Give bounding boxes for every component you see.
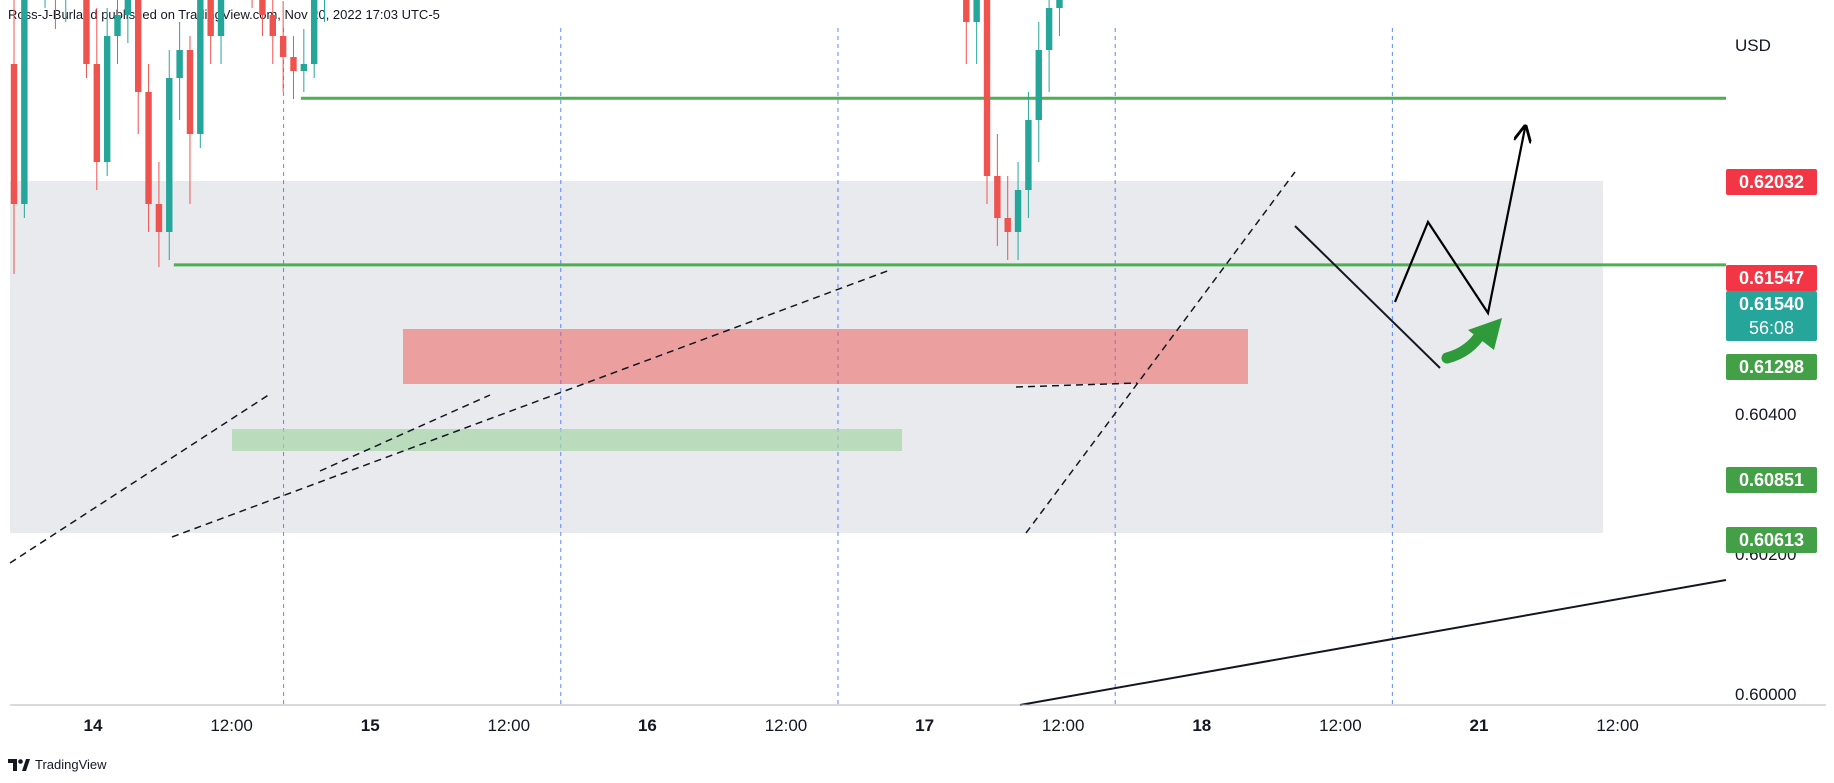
candle-body-13 [145,92,152,204]
candle-body-19 [207,0,214,36]
candle-body-1 [21,0,28,204]
x-tick-label-5: 12:00 [765,716,808,735]
candle-body-24 [259,0,266,15]
candle-body-10 [114,15,121,36]
x-tick-label-11: 12:00 [1596,716,1639,735]
y-axis-ticks: 0.600000.602000.604000.610000.612000.618… [1735,0,1796,704]
demand-zone [232,429,902,451]
candle-body-15 [166,78,173,232]
dashed-trendline-1 [171,269,891,538]
x-axis-ticks: 14 12:00 15 12:00 16 12:00 17 12:00 18 12:00 21 12:… [84,716,1639,735]
x-tick-label-10: 21 [1470,716,1489,735]
dashed-trendline-4 [1015,382,1138,388]
candle-body-14 [155,204,163,232]
candle-body-29 [310,0,318,64]
current-price-tag: 0.61540 56:08 [1726,291,1817,341]
price-tag-1: 0.61547 [1726,265,1817,291]
candle-body-16 [176,50,183,78]
dashed-trendline-3 [1025,171,1296,534]
price-tag-2: 0.61298 [1726,354,1817,380]
x-tick-label-2: 15 [361,716,380,735]
candle-body-94 [983,0,991,176]
bar-countdown: 56:08 [1748,318,1795,338]
candle-body-101 [1056,0,1063,8]
current-price: 0.61540 [1738,294,1805,314]
tradingview-logo-icon [8,758,30,772]
candle-body-7 [83,0,90,64]
price-tag-0: 0.62032 [1726,169,1817,195]
candle-body-96 [1004,218,1011,232]
candle-body-18 [197,0,204,134]
y-tick-label-0: 0.60000 [1735,685,1796,704]
candle-body-28 [300,64,308,71]
projection-line [1393,128,1525,316]
candle-body-9 [103,36,111,162]
candle-body-25 [269,15,276,36]
dashed-trendline-0 [9,393,271,564]
tradingview-brand: TradingView [8,757,107,772]
x-tick-label-3: 12:00 [488,716,531,735]
candle-body-98 [1025,120,1032,190]
x-tick-label-1: 12:00 [210,716,253,735]
trendline-0 [1294,225,1441,369]
candle-body-95 [994,176,1001,218]
x-tick-label-8: 18 [1192,716,1211,735]
x-tick-label-4: 16 [638,716,657,735]
candle-body-20 [217,0,225,36]
supply-zone [403,329,1248,384]
candle-body-26 [279,36,287,57]
candle-body-93 [973,0,980,22]
x-tick-label-7: 12:00 [1042,716,1085,735]
candle-body-97 [1014,190,1022,232]
candle-body-99 [1035,50,1042,120]
trendline-1 [1019,579,1727,706]
candle-body-0 [10,64,18,204]
y-tick-label-2: 0.60400 [1735,405,1796,424]
trendlines [9,171,1727,706]
candle-body-17 [186,50,194,134]
candle-body-27 [290,57,297,71]
candles [10,0,1063,274]
candle-body-92 [963,0,970,22]
currency-label: USD [1735,36,1771,55]
green-curved-arrow-icon [1441,318,1502,364]
candle-body-8 [93,64,101,162]
candle-body-11 [124,0,132,15]
brand-name: TradingView [35,757,107,772]
price-tag-3: 0.60851 [1726,467,1817,493]
x-tick-label-6: 17 [915,716,934,735]
x-tick-label-9: 12:00 [1319,716,1362,735]
price-tag-4: 0.60613 [1726,527,1817,553]
candle-body-100 [1045,8,1053,50]
projection-path [1393,128,1525,316]
y-tick-label-5: 0.61000 [1735,0,1796,4]
price-levels [173,96,1726,267]
candle-body-12 [135,0,142,92]
x-tick-label-0: 14 [84,716,103,735]
